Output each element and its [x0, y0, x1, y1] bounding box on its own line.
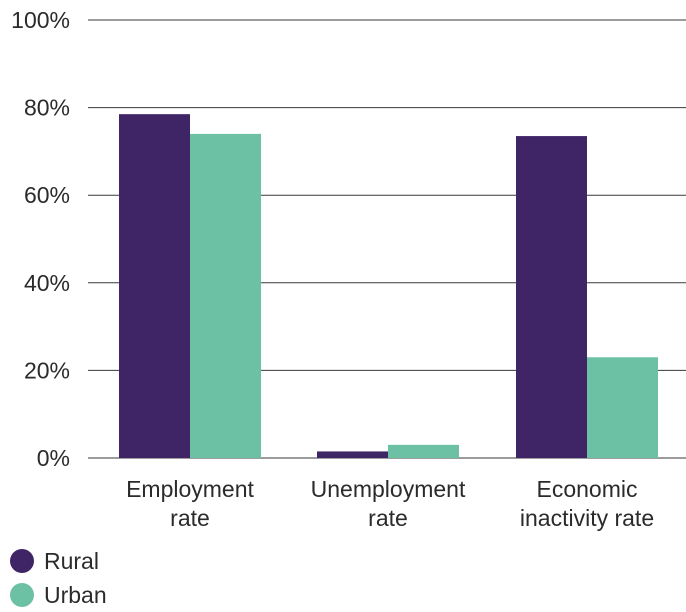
bar-urban: [587, 357, 658, 458]
bar-rural: [119, 114, 190, 459]
bar-urban: [190, 133, 261, 458]
legend-label: Urban: [44, 581, 107, 608]
y-tick-label: 40%: [24, 270, 70, 296]
y-axis-ticks: 0% 20% 40% 60% 80% 100%: [11, 7, 70, 471]
bar-rural: [516, 136, 587, 458]
legend-item-urban: Urban: [10, 578, 107, 612]
y-tick-label: 60%: [24, 182, 70, 208]
legend: Rural Urban: [10, 544, 107, 612]
y-tick-label: 0%: [37, 445, 70, 471]
x-category-label: Unemployment rate: [311, 476, 466, 531]
bar-urban: [388, 444, 459, 458]
x-axis-categories: Employment rate Unemployment rate Economic in…: [126, 476, 654, 531]
x-category-label: Employment rate: [126, 476, 254, 531]
legend-item-rural: Rural: [10, 544, 107, 578]
y-tick-label: 100%: [11, 7, 70, 33]
legend-label: Rural: [44, 547, 99, 574]
bars: [119, 114, 658, 459]
bar-chart: 0% 20% 40% 60% 80% 100% Employment rate Unemplo…: [11, 7, 686, 531]
bar-rural: [317, 451, 388, 458]
x-category-label: Economic inactivity rate: [520, 476, 654, 531]
y-tick-label: 80%: [24, 95, 70, 121]
y-tick-label: 20%: [24, 357, 70, 383]
legend-swatch: [10, 583, 34, 607]
legend-swatch: [10, 549, 34, 573]
